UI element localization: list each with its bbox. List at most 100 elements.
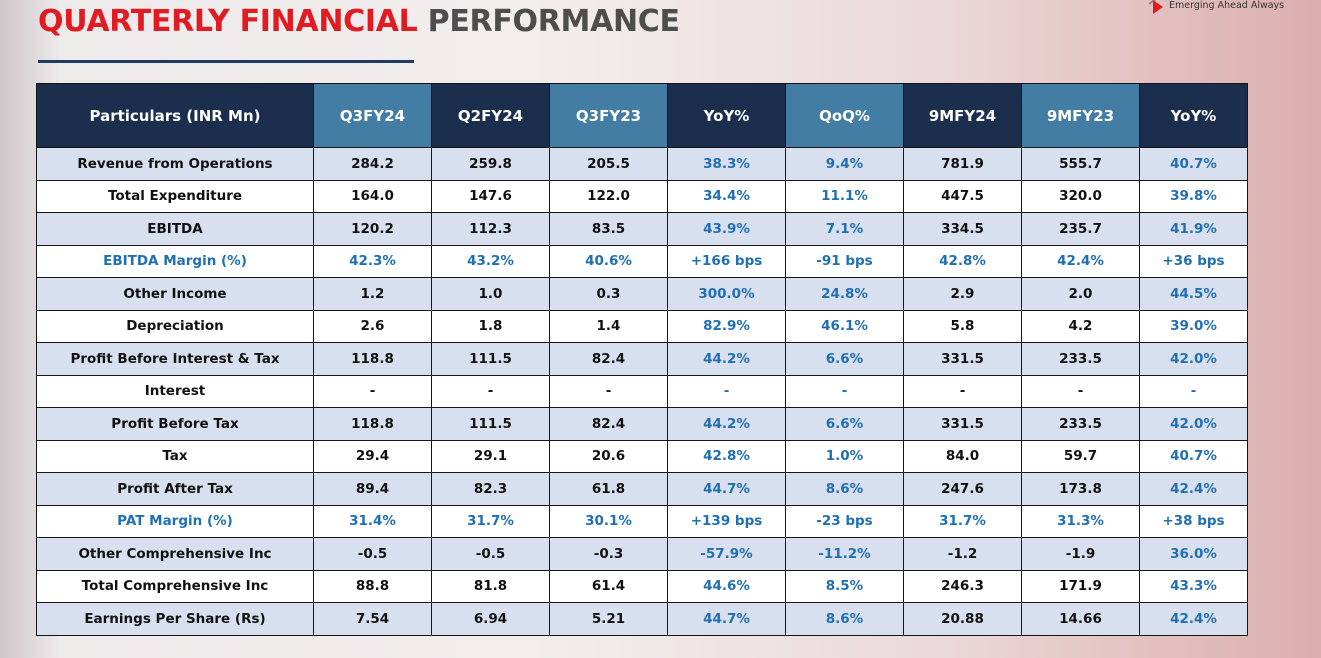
table-cell: 39.0% — [1139, 309, 1248, 343]
table-cell: 233.5 — [1021, 407, 1140, 441]
row-label: Interest — [36, 374, 314, 408]
row-label: Total Expenditure — [36, 179, 314, 213]
column-header: Q3FY23 — [549, 83, 668, 148]
table-cell: 147.6 — [431, 179, 550, 213]
row-label: Other Comprehensive Inc — [36, 537, 314, 571]
table-cell: 235.7 — [1021, 212, 1140, 246]
table-header: Particulars (INR Mn) Q3FY24 Q2FY24 Q3FY23 Yo… — [36, 83, 1248, 148]
table-cell: 38.3% — [667, 147, 786, 181]
table-row: Other Income 1.2 1.0 0.3 300.0% 24.8% 2.9 2.0 44… — [36, 277, 1248, 311]
table-cell: 173.8 — [1021, 472, 1140, 506]
table-cell: 82.4 — [549, 342, 668, 376]
table-cell: 4.2 — [1021, 309, 1140, 343]
table-row: Other Comprehensive Inc -0.5 -0.5 -0.3 -57.9… — [36, 537, 1248, 571]
table-row: Depreciation 2.6 1.8 1.4 82.9% 46.1% 5.8 4.2 39.… — [36, 309, 1248, 343]
table-cell: 122.0 — [549, 179, 668, 213]
table-cell: 44.7% — [667, 602, 786, 636]
table-cell: 61.4 — [549, 569, 668, 603]
table-cell: 31.4% — [313, 504, 432, 538]
table-cell: -57.9% — [667, 537, 786, 571]
table-cell: 6.6% — [785, 407, 904, 441]
table-cell: 42.0% — [1139, 342, 1248, 376]
title-underline — [38, 60, 414, 63]
table-cell: 31.7% — [903, 504, 1022, 538]
column-header: 9MFY23 — [1021, 83, 1140, 148]
row-label: Profit Before Tax — [36, 407, 314, 441]
table-cell: 781.9 — [903, 147, 1022, 181]
logo-arrow-icon — [1148, 0, 1163, 14]
table-cell: 43.2% — [431, 244, 550, 278]
table-cell: 6.6% — [785, 342, 904, 376]
table-cell: 1.8 — [431, 309, 550, 343]
table-cell: 82.9% — [667, 309, 786, 343]
table-cell: 29.1 — [431, 439, 550, 473]
table-cell: 120.2 — [313, 212, 432, 246]
table-cell: -0.5 — [431, 537, 550, 571]
table-cell: 1.0% — [785, 439, 904, 473]
table-cell: 31.7% — [431, 504, 550, 538]
table-cell: 82.4 — [549, 407, 668, 441]
table-cell: 7.54 — [313, 602, 432, 636]
table-cell: 42.8% — [667, 439, 786, 473]
page-title-red: QUARTERLY FINANCIAL — [38, 4, 418, 39]
row-label: EBITDA Margin (%) — [36, 244, 314, 278]
column-header: 9MFY24 — [903, 83, 1022, 148]
table-cell: 6.94 — [431, 602, 550, 636]
table-cell: 118.8 — [313, 342, 432, 376]
table-cell: 171.9 — [1021, 569, 1140, 603]
table-cell: -0.3 — [549, 537, 668, 571]
table-cell: - — [313, 374, 432, 408]
table-cell: 9.4% — [785, 147, 904, 181]
column-header-particulars: Particulars (INR Mn) — [36, 83, 314, 148]
table-cell: 44.5% — [1139, 277, 1248, 311]
row-label: PAT Margin (%) — [36, 504, 314, 538]
table-cell: 44.7% — [667, 472, 786, 506]
table-cell: - — [667, 374, 786, 408]
table-cell: 39.8% — [1139, 179, 1248, 213]
table-row: Profit After Tax 89.4 82.3 61.8 44.7% 8.6% 247… — [36, 472, 1248, 506]
table-header-row: Particulars (INR Mn) Q3FY24 Q2FY24 Q3FY23 Yo… — [36, 83, 1248, 148]
table-cell: -0.5 — [313, 537, 432, 571]
table-cell: 1.0 — [431, 277, 550, 311]
table-cell: 205.5 — [549, 147, 668, 181]
table-cell: 44.2% — [667, 342, 786, 376]
table-cell: 112.3 — [431, 212, 550, 246]
table-cell: 5.21 — [549, 602, 668, 636]
table-cell: 42.8% — [903, 244, 1022, 278]
table-cell: 81.8 — [431, 569, 550, 603]
table-cell: 61.8 — [549, 472, 668, 506]
column-header: YoY% — [1139, 83, 1248, 148]
table-cell: 40.7% — [1139, 439, 1248, 473]
table-cell: 40.6% — [549, 244, 668, 278]
table-row: PAT Margin (%) 31.4% 31.7% 30.1% +139 bps -23… — [36, 504, 1248, 538]
table-cell: 30.1% — [549, 504, 668, 538]
column-header: Q3FY24 — [313, 83, 432, 148]
table-cell: 7.1% — [785, 212, 904, 246]
table-cell: 29.4 — [313, 439, 432, 473]
table-cell: 43.3% — [1139, 569, 1248, 603]
table-cell: 8.5% — [785, 569, 904, 603]
row-label: Profit Before Interest & Tax — [36, 342, 314, 376]
table-cell: 2.6 — [313, 309, 432, 343]
table-row: Earnings Per Share (Rs) 7.54 6.94 5.21 44.7%… — [36, 602, 1248, 636]
row-label: Revenue from Operations — [36, 147, 314, 181]
table-cell: -23 bps — [785, 504, 904, 538]
table-cell: 334.5 — [903, 212, 1022, 246]
table-cell: 8.6% — [785, 602, 904, 636]
table-cell: 164.0 — [313, 179, 432, 213]
table-row: Tax 29.4 29.1 20.6 42.8% 1.0% 84.0 59.7 40.7% — [36, 439, 1248, 473]
table-cell: - — [903, 374, 1022, 408]
table-cell: 41.9% — [1139, 212, 1248, 246]
table-cell: 46.1% — [785, 309, 904, 343]
table-cell: 2.9 — [903, 277, 1022, 311]
table-row: Total Expenditure 164.0 147.6 122.0 34.4% 11.… — [36, 179, 1248, 213]
table-cell: 43.9% — [667, 212, 786, 246]
table-cell: 447.5 — [903, 179, 1022, 213]
table-row: Total Comprehensive Inc 88.8 81.8 61.4 44.6%… — [36, 569, 1248, 603]
table-cell: +139 bps — [667, 504, 786, 538]
table-cell: 84.0 — [903, 439, 1022, 473]
table-cell: 2.0 — [1021, 277, 1140, 311]
table-cell: 111.5 — [431, 342, 550, 376]
column-header: Q2FY24 — [431, 83, 550, 148]
row-label: Earnings Per Share (Rs) — [36, 602, 314, 636]
